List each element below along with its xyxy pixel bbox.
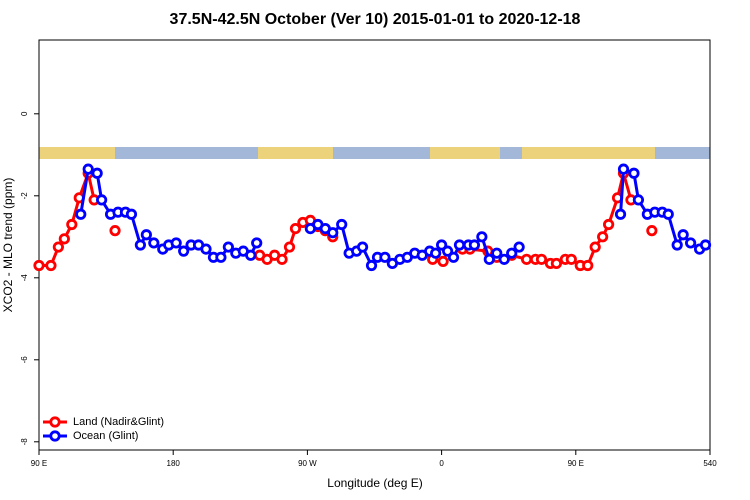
data-point [336,218,348,231]
data-point [582,259,594,272]
data-point [699,239,712,251]
land-strip [258,147,333,159]
y-tick-label: 0 [20,111,29,116]
y-tick-label: -8 [20,438,29,446]
data-point [685,237,697,249]
data-point [148,237,160,249]
land-strip [39,147,115,159]
x-tick-label: 180 [167,459,181,468]
data-point [200,243,212,255]
data-point [550,257,563,270]
data-point [632,194,645,206]
data-point [276,253,288,265]
data-point [109,225,121,237]
data-point [75,208,87,220]
data-point [671,239,683,251]
data-point [91,167,103,179]
data-point [245,249,257,261]
data-point [170,237,182,249]
data-point [513,241,525,253]
data-point [483,253,495,265]
data-point [327,227,339,239]
x-tick-label: 540 [703,459,717,468]
x-tick-label: 90 W [298,459,317,468]
y-axis-title: XCO2 - MLO trend (ppm) [1,178,15,313]
data-point [506,247,518,259]
x-tick-label: 90 E [568,459,584,468]
data-point [491,247,503,259]
data-point [283,241,296,253]
data-point [215,251,227,263]
x-tick-label: 90 E [31,459,47,468]
data-point [134,239,146,251]
data-point [379,251,391,263]
data-point [365,259,378,272]
data-point [66,218,78,231]
data-point [520,253,533,265]
data-point [251,237,263,249]
data-point [96,194,108,206]
data-point [222,241,234,253]
data-point [125,208,138,220]
data-point [58,233,70,245]
data-point [662,208,674,220]
y-tick-label: -4 [20,274,29,282]
data-point [603,218,615,231]
data-point [565,253,577,265]
data-point [535,253,548,265]
legend: Land (Nadir&Glint) Ocean (Glint) [43,416,164,442]
data-point [597,231,609,243]
data-point [614,208,627,220]
x-axis-title: Longitude (deg E) [327,476,422,490]
data-point [628,167,640,179]
data-point [589,241,601,253]
data-point [677,229,689,241]
data-point [646,225,658,237]
data-point [468,239,481,251]
data-point [52,241,64,253]
legend-marker [49,416,61,428]
y-tick-label: -2 [20,192,29,200]
data-point [453,239,466,251]
legend-label: Land (Nadir&Glint) [73,416,164,428]
land-strip [522,147,655,159]
data-point [356,241,369,253]
data-point [476,231,488,243]
land-strip [430,147,500,159]
data-point [178,245,190,257]
data-point [430,247,442,259]
chart-title: 37.5N-42.5N October (Ver 10) 2015-01-01 … [170,11,581,28]
data-point [82,163,94,175]
x-tick-label: 0 [439,459,444,468]
data-point [447,251,460,263]
data-point [45,259,57,272]
map-strip [39,147,710,159]
y-tick-label: -6 [20,356,29,364]
data-point [289,223,302,235]
data-point [140,229,152,241]
legend-label: Ocean (Glint) [73,430,138,442]
data-point [498,253,510,265]
data-point [617,163,630,175]
data-point [437,255,449,267]
data-point [33,259,45,272]
legend-marker [49,430,61,442]
